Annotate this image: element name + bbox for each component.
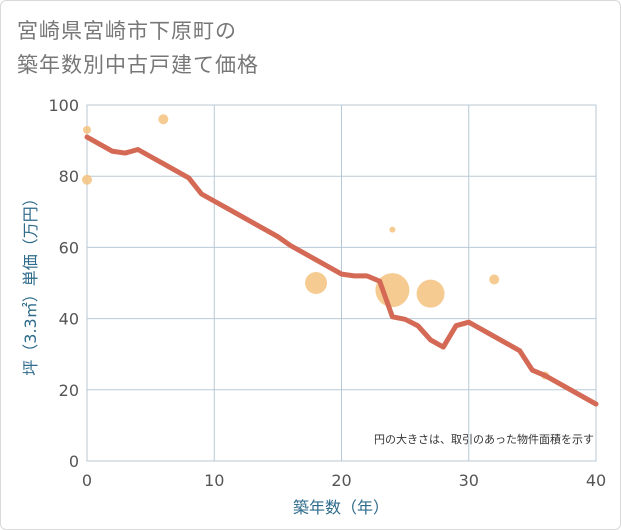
y-tick-label-20: 20 (59, 381, 79, 400)
scatter-point-1 (82, 174, 92, 185)
y-tick-label-80: 80 (59, 167, 79, 186)
grid (86, 104, 597, 462)
scatter-point-3 (305, 272, 328, 294)
x-tick-label-20: 20 (331, 471, 351, 490)
scatter-point-0 (83, 125, 91, 134)
y-axis-label: 坪（3.3㎡）単価（万円） (21, 190, 40, 375)
x-tick-label-10: 10 (204, 471, 224, 490)
size-note: 円の大きさは、取引のあった物件面積を示す (374, 432, 594, 446)
title-line-2: 築年数別中古戸建て価格 (17, 53, 259, 77)
scatter-point-2 (158, 114, 169, 125)
tick-labels: 0 10 20 30 40 0 20 40 60 80 100 (48, 96, 606, 490)
scatter-point-7 (489, 274, 500, 285)
x-axis-label: 築年数（年） (293, 498, 389, 517)
bubbles (82, 114, 550, 380)
scatter-point-4 (389, 226, 396, 233)
y-tick-label-100: 100 (48, 96, 79, 115)
y-tick-label-0: 0 (69, 452, 79, 471)
title-line-1: 宮崎県宮崎市下原町の (17, 19, 237, 43)
y-tick-label-40: 40 (59, 310, 79, 329)
x-tick-label-0: 0 (82, 471, 92, 490)
trend-line (84, 134, 599, 407)
x-tick-label-40: 40 (586, 471, 606, 490)
scatter-point-6 (416, 279, 445, 308)
y-tick-label-60: 60 (59, 238, 79, 257)
x-tick-label-30: 30 (459, 471, 479, 490)
chart-title: 宮崎県宮崎市下原町の 築年数別中古戸建て価格 (17, 14, 417, 82)
trend-line-group (84, 134, 599, 407)
